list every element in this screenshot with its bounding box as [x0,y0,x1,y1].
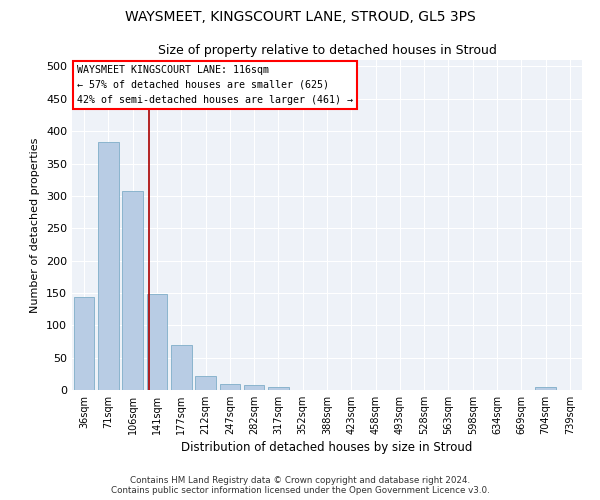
Bar [146,294,167,390]
Text: WAYSMEET, KINGSCOURT LANE, STROUD, GL5 3PS: WAYSMEET, KINGSCOURT LANE, STROUD, GL5 3… [125,10,475,24]
Bar [171,344,191,390]
Bar [244,385,265,390]
Text: WAYSMEET KINGSCOURT LANE: 116sqm
← 57% of detached houses are smaller (625)
42% : WAYSMEET KINGSCOURT LANE: 116sqm ← 57% o… [77,65,353,104]
Text: Contains HM Land Registry data © Crown copyright and database right 2024.
Contai: Contains HM Land Registry data © Crown c… [110,476,490,495]
Bar [535,387,556,390]
Y-axis label: Number of detached properties: Number of detached properties [31,138,40,312]
Bar [195,376,216,390]
Title: Size of property relative to detached houses in Stroud: Size of property relative to detached ho… [158,44,496,58]
X-axis label: Distribution of detached houses by size in Stroud: Distribution of detached houses by size … [181,441,473,454]
Bar [220,384,240,390]
Bar [122,190,143,390]
Bar [98,142,119,390]
Bar [268,387,289,390]
Bar [74,298,94,390]
